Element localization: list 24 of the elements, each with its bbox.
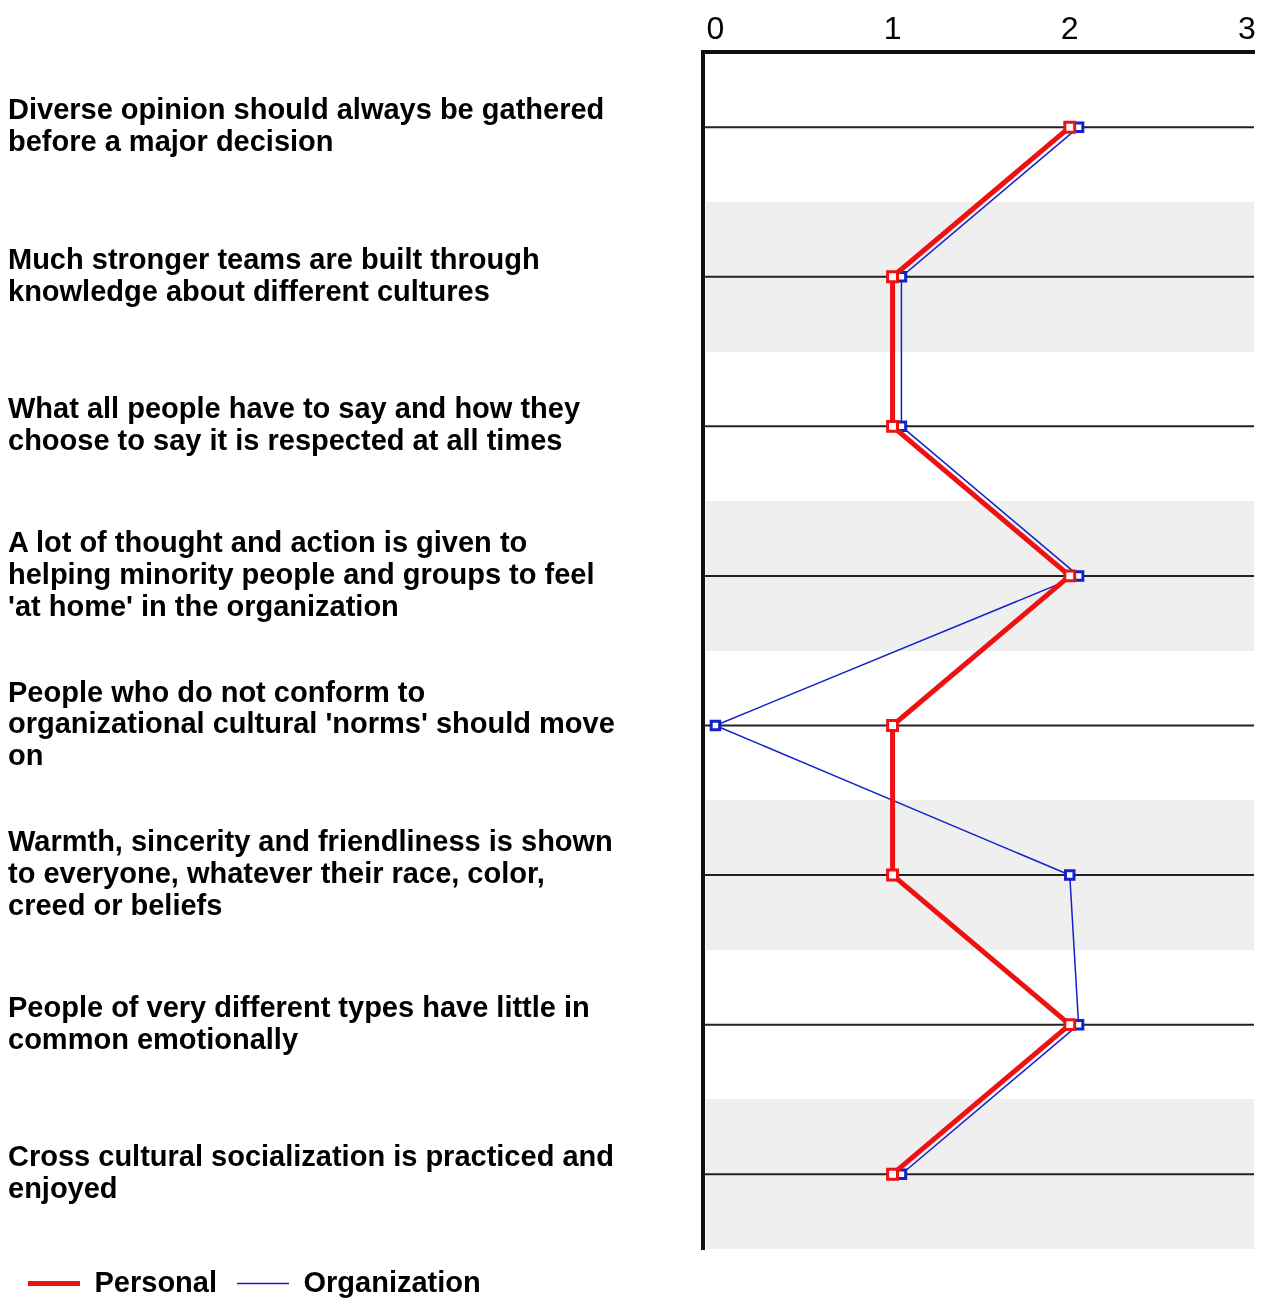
y-tick-label: Much stronger teams are built through knowledge about different cultures [8,242,540,307]
legend-label: Organization [303,1265,481,1298]
y-tick-label: People of very different types have little in common emotionally [8,990,590,1055]
point [886,270,900,284]
point [886,719,900,732]
legend-label: Personal [94,1265,217,1298]
point [1063,1018,1077,1032]
point [709,719,722,732]
x-tick-label: 3 [1238,10,1256,47]
x-tick-label: 0 [706,10,725,47]
point [886,1167,900,1181]
point [886,419,900,433]
y-tick-label: Diverse opinion should always be gathered before a major decision [8,93,605,158]
y-tick-label: A lot of thought and action is given to helping minority people and groups to feel 'at home' in the organization [8,526,595,622]
x-tick-label: 2 [1060,10,1079,47]
point [1063,120,1077,134]
x-tick-label: 1 [883,10,902,47]
point [1064,869,1076,881]
point [886,868,900,882]
y-tick-label: What all people have to say and how they choose to say it is respected at all times [8,392,581,457]
point [1063,569,1077,583]
y-tick-label: Cross cultural socialization is practiced and enjoyed [8,1140,614,1205]
y-tick-label: Warmth, sincerity and friendliness is shown to everyone, whatever their race, color, creed or beliefs [8,825,613,921]
y-tick-label: People who do not conform to organizational cultural 'norms' should move on [8,675,615,772]
